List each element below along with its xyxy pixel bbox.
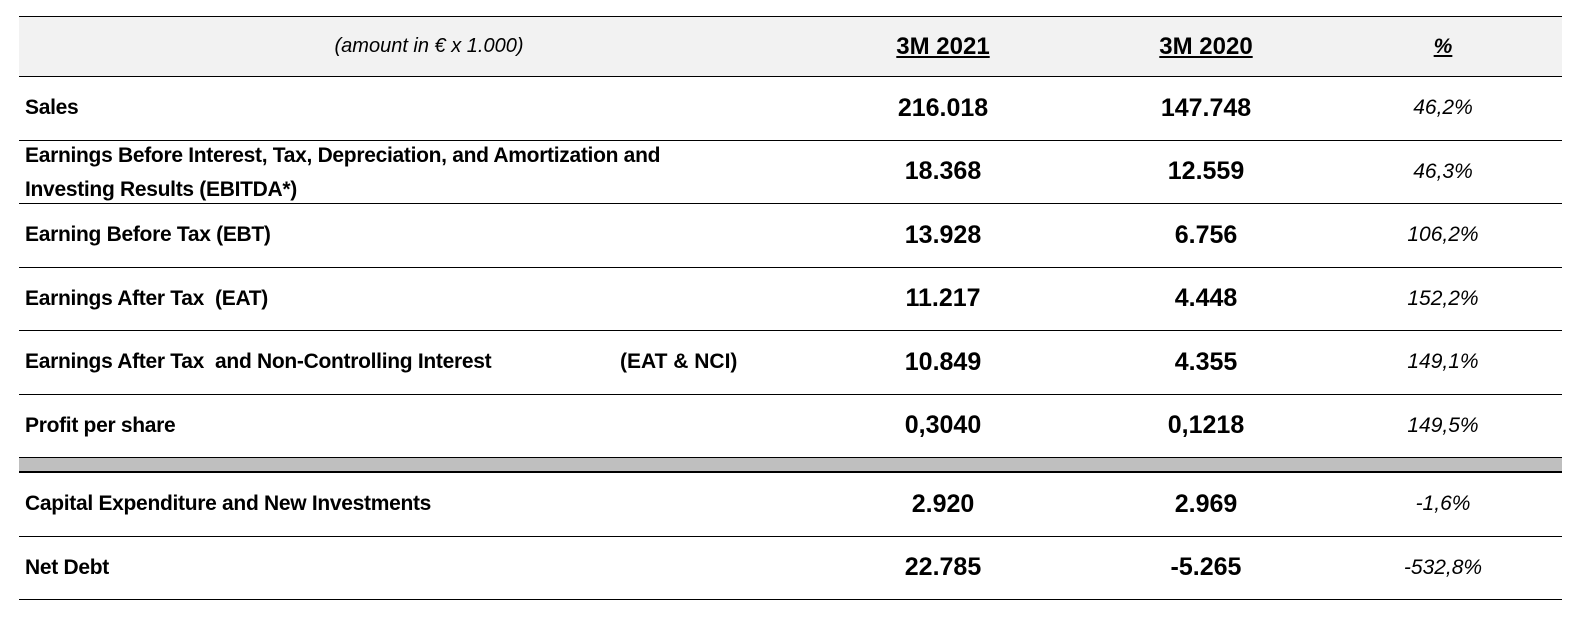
value-3m-2021: 22.785: [904, 553, 982, 582]
table-row-eat-nci: Earnings After Tax and Non-Controlling I…: [19, 331, 1562, 395]
value-3m-2020: 4.448: [1174, 284, 1238, 313]
row-label-line-1: Earnings Before Interest, Tax, Depreciat…: [25, 143, 661, 167]
value-3m-2021: 18.368: [904, 157, 982, 186]
value-3m-2020: 4.355: [1174, 347, 1238, 376]
value-3m-2021: 10.849: [904, 347, 982, 376]
table-row-eat: Earnings After Tax (EAT) 11.217 4.448 15…: [19, 268, 1562, 331]
value-percent: 152,2%: [1407, 286, 1479, 310]
row-label-line-2: Investing Results (EBITDA*): [25, 177, 297, 201]
table-row-sales: Sales 216.018 147.748 46,2%: [19, 77, 1562, 141]
value-3m-2020: 2.969: [1174, 489, 1238, 518]
column-header-3m-2020: 3M 2020: [1159, 32, 1253, 60]
table-row-capex: Capital Expenditure and New Investments …: [19, 473, 1562, 537]
section-separator: [19, 458, 1562, 473]
table-header-row: (amount in € x 1.000) 3M 2021 3M 2020 %: [19, 16, 1562, 77]
row-label: Earnings Before Interest, Tax, Depreciat…: [25, 139, 660, 207]
value-3m-2020: 12.559: [1167, 157, 1245, 186]
value-3m-2020: -5.265: [1170, 553, 1242, 582]
column-header-3m-2021: 3M 2021: [896, 32, 990, 60]
value-percent: 149,1%: [1407, 350, 1479, 374]
row-label: Earnings After Tax and Non-Controlling I…: [25, 350, 492, 374]
row-label: Profit per share: [25, 413, 176, 437]
value-percent: -1,6%: [1415, 492, 1471, 516]
row-label: Capital Expenditure and New Investments: [25, 492, 432, 516]
value-3m-2021: 2.920: [911, 489, 975, 518]
value-percent: 106,2%: [1407, 223, 1479, 247]
financial-results-table: (amount in € x 1.000) 3M 2021 3M 2020 % …: [19, 16, 1562, 600]
column-header-percent: %: [1433, 34, 1453, 58]
value-percent: 46,2%: [1413, 96, 1473, 120]
table-row-ebt: Earning Before Tax (EBT) 13.928 6.756 10…: [19, 204, 1562, 268]
table-row-ebitda: Earnings Before Interest, Tax, Depreciat…: [19, 139, 1562, 207]
value-percent: 46,3%: [1413, 159, 1473, 183]
value-3m-2020: 6.756: [1174, 220, 1238, 249]
row-label-suffix: (EAT & NCI): [620, 350, 738, 374]
row-label: Earnings After Tax (EAT): [25, 286, 268, 310]
value-3m-2021: 0,3040: [904, 411, 982, 440]
value-percent: -532,8%: [1403, 555, 1483, 579]
value-percent: 149,5%: [1407, 413, 1479, 437]
row-label: Sales: [25, 96, 79, 120]
value-3m-2020: 0,1218: [1167, 411, 1245, 440]
row-label: Earning Before Tax (EBT): [25, 223, 271, 247]
row-label: Net Debt: [25, 555, 109, 579]
amount-unit-label: (amount in € x 1.000): [334, 35, 524, 57]
value-3m-2021: 13.928: [904, 220, 982, 249]
value-3m-2020: 147.748: [1160, 93, 1252, 122]
value-3m-2021: 11.217: [905, 284, 981, 313]
value-3m-2021: 216.018: [897, 93, 989, 122]
table-row-profit-per-share: Profit per share 0,3040 0,1218 149,5%: [19, 395, 1562, 458]
table-row-net-debt: Net Debt 22.785 -5.265 -532,8%: [19, 537, 1562, 600]
